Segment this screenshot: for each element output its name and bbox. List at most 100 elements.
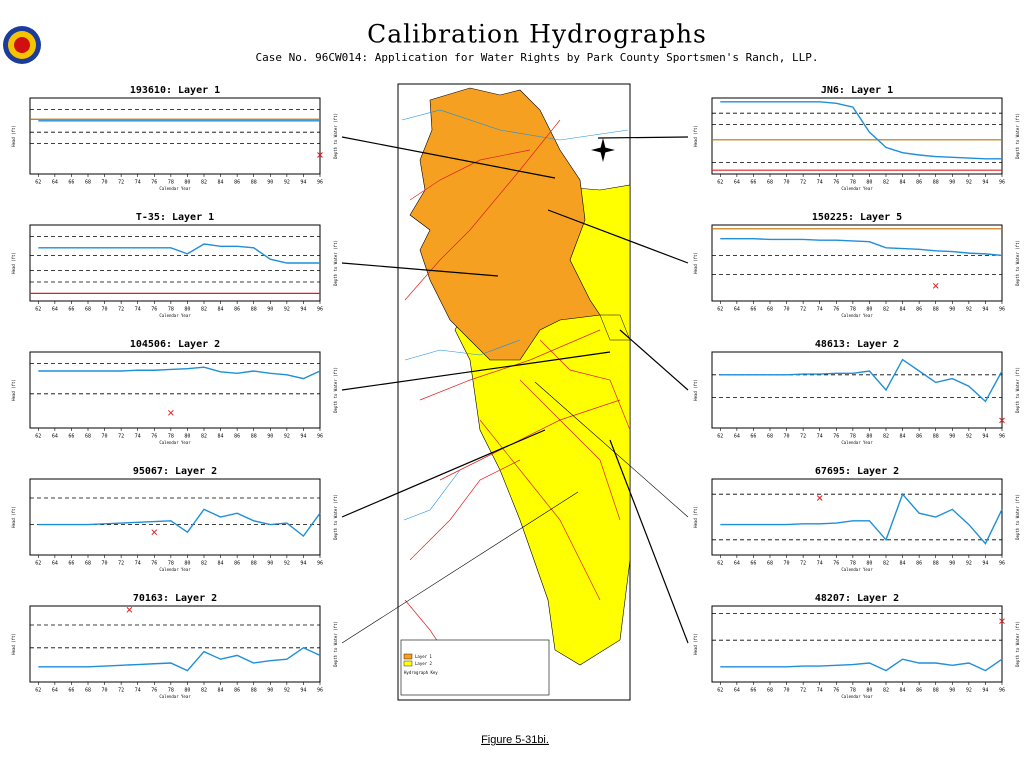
hydrograph: T-35: Layer 1 62 64 66 68 70 72 74 76 78 80 82 84 86 8… (11, 212, 338, 318)
y2-axis-label: Depth to Water (ft) (1015, 621, 1020, 667)
title: Calibration Hydrographs (367, 20, 707, 49)
x-tick-label: 70 (784, 561, 790, 567)
figure-caption: Figure 5-31bi. (481, 734, 549, 746)
plot-frame (711, 605, 1003, 683)
y2-axis-label: Depth to Water (ft) (1015, 240, 1020, 286)
logo (3, 26, 41, 64)
x-tick-label: 66 (750, 561, 756, 567)
x-tick-label: 84 (900, 561, 906, 567)
simulated-head-line (720, 492, 1003, 545)
measurement-marker (999, 417, 1005, 424)
simulated-head-line (38, 508, 321, 537)
x-tick-label: 92 (966, 307, 972, 313)
x-tick-label: 68 (767, 688, 773, 694)
measurement-marker (317, 152, 323, 158)
y-axis-label: Head (ft) (693, 125, 698, 147)
legend-key: Hydrograph Key (404, 670, 438, 675)
x-tick-label: 76 (151, 180, 157, 186)
x-tick-label: 80 (184, 561, 190, 567)
hydrograph: 150225: Layer 5 62 64 66 68 70 72 74 76 78 80 82 84 8… (693, 212, 1020, 318)
x-tick-label: 82 (201, 307, 207, 313)
x-tick-label: 94 (982, 307, 988, 313)
x-tick-label: 92 (966, 561, 972, 567)
x-tick-label: 92 (284, 561, 290, 567)
x-tick-label: 66 (68, 180, 74, 186)
x-tick-label: 82 (883, 688, 889, 694)
x-tick-label: 64 (734, 688, 740, 694)
chart-title: JN6: Layer 1 (821, 85, 893, 96)
x-tick-label: 68 (85, 180, 91, 186)
hydrograph: 193610: Layer 1 62 64 66 68 70 72 74 76 78 80 82 84 8… (11, 85, 338, 191)
leader-lines (341, 136, 689, 644)
x-axis-label: Calendar Year (159, 313, 191, 318)
x-tick-label: 86 (234, 561, 240, 567)
simulated-head-line (720, 101, 1002, 160)
plot-frame (711, 351, 1003, 429)
x-tick-label: 72 (800, 307, 806, 313)
x-tick-label: 96 (317, 561, 323, 567)
chart-title: 48207: Layer 2 (815, 593, 899, 604)
x-axis-label: Calendar Year (159, 186, 191, 191)
x-tick-label: 84 (900, 688, 906, 694)
x-tick-label: 94 (300, 434, 306, 440)
x-tick-label: 86 (916, 180, 922, 186)
hydrograph: 104506: Layer 2 62 64 66 68 70 72 74 76 78 80 82 84 8… (11, 339, 338, 445)
x-tick-label: 62 (35, 561, 41, 567)
x-tick-label: 68 (85, 688, 91, 694)
x-tick-label: 90 (949, 434, 955, 440)
measurement-marker (999, 618, 1005, 625)
hydrograph: 95067: Layer 2 62 64 66 68 70 72 74 76 78 80 82 84 86… (11, 466, 338, 572)
plot-frame (29, 605, 321, 683)
simulated-head-line (38, 646, 321, 672)
x-tick-label: 88 (251, 307, 257, 313)
x-tick-label: 96 (999, 561, 1005, 567)
measurement-marker (151, 529, 158, 536)
x-tick-label: 80 (866, 561, 872, 567)
x-tick-label: 86 (916, 307, 922, 313)
subtitle: Case No. 96CW014: Application for Water … (256, 51, 819, 64)
x-axis-label: Calendar Year (841, 186, 873, 191)
x-tick-label: 96 (999, 434, 1005, 440)
x-tick-label: 70 (102, 434, 108, 440)
hydrograph: 70163: Layer 2 62 64 66 68 70 72 74 76 78 80 82 84 86… (11, 593, 338, 699)
x-tick-label: 90 (267, 180, 273, 186)
x-tick-label: 62 (35, 688, 41, 694)
x-tick-label: 62 (35, 180, 41, 186)
x-axis-label: Calendar Year (841, 567, 873, 572)
x-tick-label: 90 (267, 307, 273, 313)
x-tick-label: 78 (168, 688, 174, 694)
simulated-head-line (720, 358, 1003, 403)
simulated-head-line (38, 366, 321, 380)
chart-title: 150225: Layer 5 (812, 212, 902, 223)
x-axis-label: Calendar Year (841, 313, 873, 318)
x-tick-label: 84 (218, 688, 224, 694)
x-tick-label: 96 (317, 688, 323, 694)
x-tick-label: 90 (949, 180, 955, 186)
x-tick-label: 92 (284, 434, 290, 440)
x-tick-label: 82 (883, 561, 889, 567)
simulated-head-line (38, 243, 320, 264)
x-tick-label: 90 (949, 561, 955, 567)
x-tick-label: 80 (184, 434, 190, 440)
x-tick-label: 74 (135, 688, 141, 694)
x-tick-label: 88 (933, 434, 939, 440)
x-tick-label: 68 (85, 561, 91, 567)
x-tick-label: 68 (767, 180, 773, 186)
x-tick-label: 78 (168, 434, 174, 440)
y2-axis-label: Depth to Water (ft) (333, 621, 338, 667)
x-tick-label: 76 (151, 688, 157, 694)
measurement-marker (816, 495, 823, 501)
chart-title: 67695: Layer 2 (815, 466, 899, 477)
x-tick-label: 62 (717, 561, 723, 567)
x-tick-label: 94 (982, 434, 988, 440)
x-tick-label: 74 (135, 434, 141, 440)
x-tick-label: 84 (218, 180, 224, 186)
x-tick-label: 92 (284, 180, 290, 186)
x-tick-label: 72 (800, 688, 806, 694)
plot-frame (29, 97, 321, 175)
hydrograph: 48207: Layer 2 62 64 66 68 70 72 74 76 78 80 82 84 86… (693, 593, 1020, 699)
x-tick-label: 74 (817, 180, 823, 186)
x-tick-label: 78 (850, 561, 856, 567)
